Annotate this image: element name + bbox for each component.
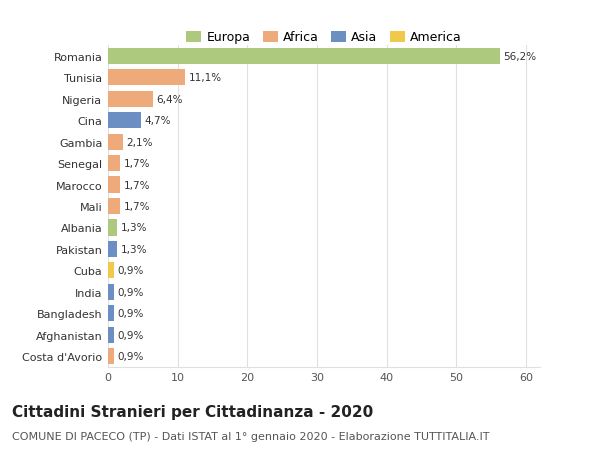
Bar: [108, 348, 114, 364]
Bar: [108, 306, 114, 322]
Text: Cittadini Stranieri per Cittadinanza - 2020: Cittadini Stranieri per Cittadinanza - 2…: [12, 404, 373, 419]
Text: 6,4%: 6,4%: [156, 95, 182, 105]
Text: 1,7%: 1,7%: [124, 202, 150, 212]
Bar: [108, 284, 114, 300]
Bar: [108, 91, 152, 107]
Bar: [108, 156, 120, 172]
Text: 11,1%: 11,1%: [189, 73, 222, 83]
Text: 1,3%: 1,3%: [121, 244, 147, 254]
Text: 0,9%: 0,9%: [118, 352, 144, 362]
Bar: [108, 134, 122, 150]
Bar: [108, 198, 120, 214]
Text: 1,3%: 1,3%: [121, 223, 147, 233]
Text: COMUNE DI PACECO (TP) - Dati ISTAT al 1° gennaio 2020 - Elaborazione TUTTITALIA.: COMUNE DI PACECO (TP) - Dati ISTAT al 1°…: [12, 431, 490, 442]
Text: 0,9%: 0,9%: [118, 308, 144, 319]
Text: 4,7%: 4,7%: [144, 116, 171, 126]
Text: 0,9%: 0,9%: [118, 330, 144, 340]
Text: 0,9%: 0,9%: [118, 287, 144, 297]
Bar: [108, 241, 117, 257]
Bar: [108, 113, 141, 129]
Legend: Europa, Africa, Asia, America: Europa, Africa, Asia, America: [181, 27, 467, 50]
Text: 56,2%: 56,2%: [503, 51, 536, 62]
Text: 0,9%: 0,9%: [118, 266, 144, 276]
Bar: [108, 220, 117, 236]
Text: 1,7%: 1,7%: [124, 159, 150, 169]
Bar: [108, 177, 120, 193]
Bar: [108, 70, 185, 86]
Text: 2,1%: 2,1%: [126, 137, 152, 147]
Bar: [108, 49, 500, 65]
Text: 1,7%: 1,7%: [124, 180, 150, 190]
Bar: [108, 327, 114, 343]
Bar: [108, 263, 114, 279]
